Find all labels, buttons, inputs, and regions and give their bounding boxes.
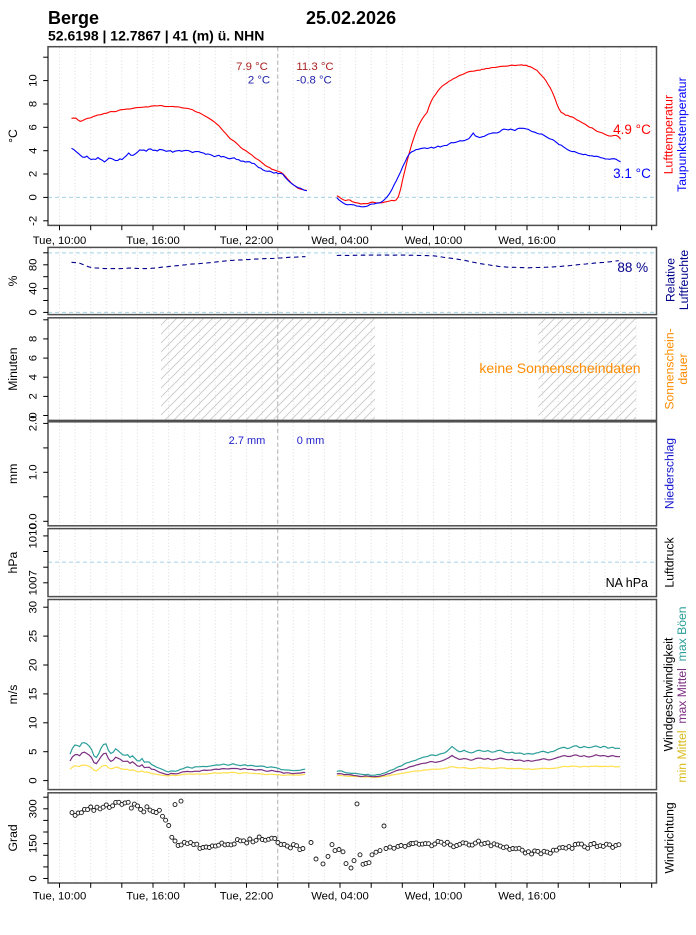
svg-text:1010: 1010 — [28, 523, 40, 548]
svg-text:2 °C: 2 °C — [248, 75, 270, 87]
svg-text:keine Sonnenscheindaten: keine Sonnenscheindaten — [479, 360, 640, 376]
svg-text:80: 80 — [28, 259, 40, 272]
svg-text:Lufttemperatur: Lufttemperatur — [662, 95, 676, 174]
svg-text:2.0: 2.0 — [28, 416, 40, 432]
svg-text:Tue, 10:00: Tue, 10:00 — [33, 890, 87, 902]
svg-text:5: 5 — [28, 749, 40, 755]
svg-text:Tue, 16:00: Tue, 16:00 — [126, 235, 180, 247]
svg-text:1.0: 1.0 — [28, 464, 40, 480]
svg-text:Tue, 22:00: Tue, 22:00 — [220, 890, 274, 902]
svg-text:Wed, 04:00: Wed, 04:00 — [311, 235, 369, 247]
svg-text:2: 2 — [28, 171, 40, 177]
svg-text:Niederschlag: Niederschlag — [663, 438, 677, 509]
svg-text:Wed, 16:00: Wed, 16:00 — [498, 235, 556, 247]
svg-text:Grad: Grad — [6, 824, 20, 851]
svg-text:dauer: dauer — [676, 353, 690, 384]
svg-text:7.9 °C: 7.9 °C — [236, 61, 268, 73]
svg-text:Wed, 16:00: Wed, 16:00 — [498, 890, 556, 902]
svg-text:NA hPa: NA hPa — [606, 576, 648, 590]
svg-text:8: 8 — [28, 336, 40, 342]
svg-text:%: % — [6, 275, 20, 286]
svg-text:Windrichtung: Windrichtung — [663, 802, 677, 873]
svg-text:0: 0 — [28, 194, 40, 200]
svg-text:Wed, 04:00: Wed, 04:00 — [311, 890, 369, 902]
svg-text:0: 0 — [28, 412, 40, 418]
svg-text:min Mittel max Mittel max Bö: min Mittel max Mittel max Böen — [675, 606, 689, 782]
svg-text:2.7 mm: 2.7 mm — [229, 435, 266, 447]
svg-text:Luftfeuchte: Luftfeuchte — [677, 250, 691, 311]
svg-text:0.0: 0.0 — [28, 513, 40, 529]
svg-text:Luftdruck: Luftdruck — [663, 537, 677, 588]
svg-text:m/s: m/s — [6, 685, 20, 705]
svg-text:0: 0 — [28, 309, 40, 315]
svg-text:Tue, 22:00: Tue, 22:00 — [220, 235, 274, 247]
svg-text:6: 6 — [28, 124, 40, 130]
svg-text:30: 30 — [28, 601, 40, 614]
svg-text:88 %: 88 % — [617, 260, 648, 275]
svg-text:Relative: Relative — [664, 258, 678, 302]
svg-text:Sonnenschein-: Sonnenschein- — [663, 328, 677, 409]
svg-text:15: 15 — [28, 688, 40, 701]
svg-text:Wed, 10:00: Wed, 10:00 — [405, 235, 463, 247]
svg-text:4: 4 — [28, 374, 40, 380]
svg-text:40: 40 — [28, 282, 40, 295]
svg-text:3.1 °C: 3.1 °C — [613, 166, 651, 181]
svg-text:10: 10 — [28, 717, 40, 730]
svg-text:0: 0 — [28, 777, 40, 783]
svg-text:Windgeschwindigkeit: Windgeschwindigkeit — [662, 637, 676, 751]
svg-text:Tue, 16:00: Tue, 16:00 — [126, 890, 180, 902]
svg-text:mm: mm — [6, 464, 20, 484]
svg-text:Berge: Berge — [48, 8, 99, 28]
svg-text:Minuten: Minuten — [6, 347, 20, 390]
svg-text:25.02.2026: 25.02.2026 — [306, 8, 396, 28]
svg-text:-2: -2 — [28, 216, 40, 226]
svg-text:hPa: hPa — [6, 552, 20, 574]
svg-text:-0.8 °C: -0.8 °C — [296, 75, 332, 87]
svg-text:52.6198 | 12.7867 | 41 (m) ü.: 52.6198 | 12.7867 | 41 (m) ü. NHN — [48, 28, 264, 44]
svg-text:11.3 °C: 11.3 °C — [296, 61, 333, 73]
svg-text:1007: 1007 — [28, 570, 40, 595]
svg-text:300: 300 — [28, 799, 40, 818]
svg-text:4.9 °C: 4.9 °C — [613, 122, 651, 137]
svg-text:Tue, 10:00: Tue, 10:00 — [33, 235, 87, 247]
svg-text:Taupunktstemperatur: Taupunktstemperatur — [675, 77, 689, 192]
svg-text:°C: °C — [6, 129, 20, 143]
svg-text:150: 150 — [28, 834, 40, 853]
svg-text:Wed, 10:00: Wed, 10:00 — [405, 890, 463, 902]
svg-text:20: 20 — [28, 659, 40, 672]
svg-text:25: 25 — [28, 630, 40, 643]
svg-text:6: 6 — [28, 355, 40, 361]
svg-text:0 mm: 0 mm — [297, 435, 325, 447]
svg-text:4: 4 — [28, 148, 40, 154]
svg-text:8: 8 — [28, 101, 40, 107]
svg-text:0: 0 — [28, 875, 40, 881]
svg-text:2: 2 — [28, 393, 40, 399]
svg-text:10: 10 — [28, 74, 40, 87]
